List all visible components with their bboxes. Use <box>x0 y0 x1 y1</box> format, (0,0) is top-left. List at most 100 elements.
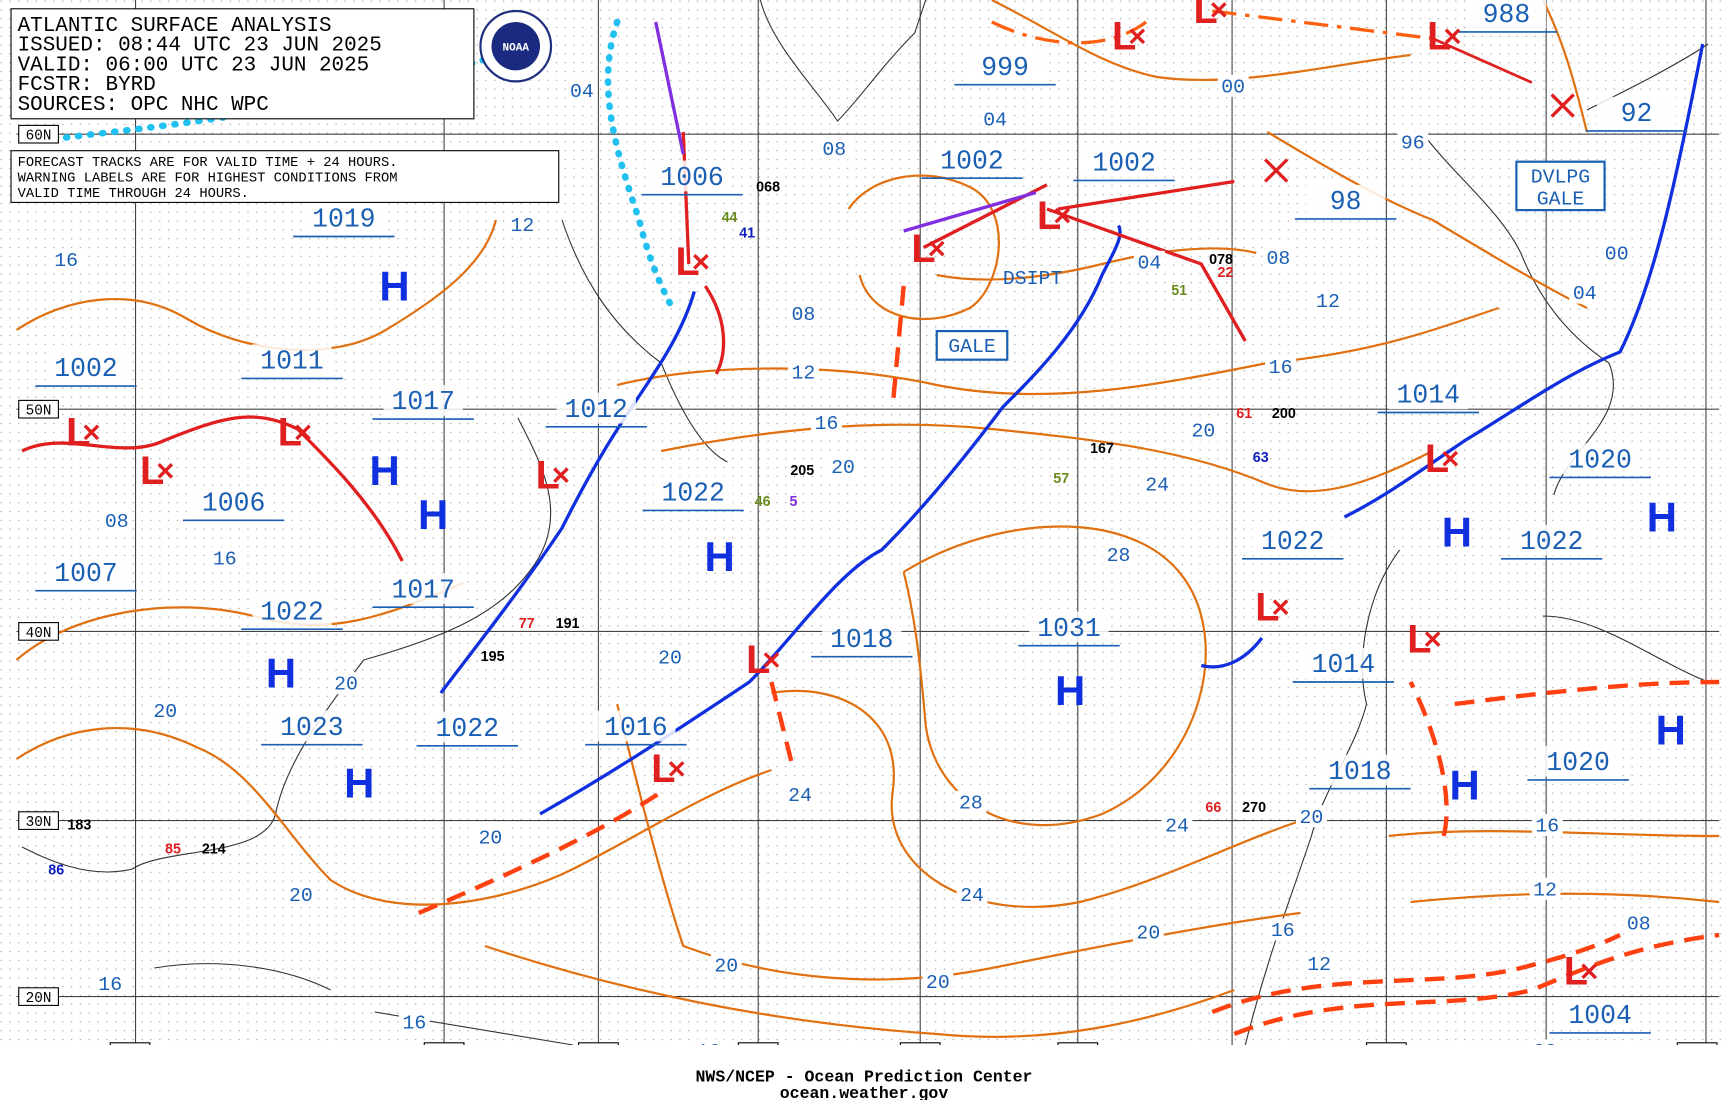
warning-label: DSIPT <box>1003 268 1063 290</box>
isobar-label: 08 <box>105 511 129 533</box>
pressure-label: 98 <box>1330 187 1362 217</box>
isobar-label: 12 <box>791 362 815 384</box>
isobar-label-bg <box>1262 246 1294 269</box>
latitude-label: 30N <box>26 815 52 831</box>
lat-label-bg <box>18 124 59 144</box>
isobar-label: 04 <box>1573 283 1597 305</box>
high-center: H <box>344 760 374 807</box>
pressure-label-bg <box>596 710 676 742</box>
low-marker <box>1211 2 1227 18</box>
pressure-label: 1006 <box>202 488 265 518</box>
footer-band <box>0 1045 1728 1100</box>
isobar-label: 04 <box>983 109 1007 131</box>
isobar-label-bg <box>922 970 954 993</box>
isobar-label-bg <box>506 213 538 236</box>
warning-label: GALE <box>948 336 996 358</box>
notice-box <box>10 150 560 203</box>
high-center: H <box>705 533 735 580</box>
isobar-label: 24 <box>1165 816 1189 838</box>
low-marker <box>1444 28 1461 45</box>
pressure-label-bg <box>1596 96 1677 128</box>
isobar-label-bg <box>1569 281 1601 304</box>
pressure-label-bg <box>383 385 463 416</box>
notice-line: FORECAST TRACKS ARE FOR VALID TIME + 24 … <box>18 156 398 171</box>
pressure-label-bg <box>653 476 733 508</box>
pressure-label: 1022 <box>661 479 724 509</box>
low-center: L <box>66 411 90 455</box>
forecast-x <box>1263 158 1289 183</box>
pressure-label-bg <box>1466 0 1547 29</box>
pressure-label: 1022 <box>1520 527 1583 557</box>
isobar-label: 20 <box>479 828 503 850</box>
header-line: ISSUED: 08:44 UTC 23 JUN 2025 <box>18 35 382 58</box>
pressure-label-bg <box>427 711 507 743</box>
isobar-label: 16 <box>54 250 78 272</box>
pressure-label-bg <box>1560 443 1640 475</box>
isobar-label: 08 <box>791 304 815 326</box>
isobar-label: 00 <box>1605 244 1629 266</box>
station-value: 46 <box>755 494 771 510</box>
isobar-label-bg <box>1529 877 1561 900</box>
station-value: 86 <box>48 863 64 879</box>
isobar-label: 16 <box>213 548 237 570</box>
high-center: H <box>1449 762 1479 809</box>
pressure-label: 92 <box>1621 99 1653 129</box>
pressure-label-bg <box>46 556 126 588</box>
station-value: 44 <box>722 210 738 226</box>
isobar-label: 20 <box>658 647 682 669</box>
isobar-label: 16 <box>402 1013 426 1035</box>
isobar-label: 24 <box>788 785 812 807</box>
station-value: 214 <box>202 842 226 858</box>
pressure-label: 1020 <box>1546 748 1609 778</box>
low-marker <box>1129 28 1146 45</box>
isobar-label: 12 <box>1533 879 1557 901</box>
pressure-label-bg <box>1512 524 1592 556</box>
pressure-label: 1011 <box>260 347 323 377</box>
latitude-label: 50N <box>26 404 52 420</box>
pressure-label-bg <box>1320 754 1400 786</box>
isobar-label: 20 <box>714 955 738 977</box>
low-marker <box>763 652 780 668</box>
low-marker <box>668 761 685 777</box>
isobar-label-bg <box>1303 952 1335 975</box>
logo-text: NOAA <box>503 43 530 55</box>
station-value: 22 <box>1218 265 1234 281</box>
isobar-label-bg <box>209 546 241 569</box>
station-value: 77 <box>519 616 535 632</box>
pressure-label-bg <box>383 573 463 604</box>
pressure-label-bg <box>272 710 352 742</box>
pressure-label-bg <box>193 486 274 517</box>
pressure-label-bg <box>252 595 332 626</box>
notice-line: WARNING LABELS ARE FOR HIGHEST CONDITION… <box>18 172 398 187</box>
pressure-label-bg <box>1305 184 1386 216</box>
low-center: L <box>140 449 164 493</box>
low-center: L <box>536 453 560 497</box>
station-value: 200 <box>1272 406 1296 422</box>
isobar-label-bg <box>827 455 859 478</box>
low-marker <box>693 254 709 270</box>
isobar-label: 28 <box>959 793 983 815</box>
isobar-label-bg <box>1217 74 1249 97</box>
pressure-label-bg <box>556 392 636 424</box>
pressure-label: 1019 <box>312 205 375 235</box>
pressure-label: 1004 <box>1568 1001 1631 1031</box>
isobar-label-bg <box>787 302 819 325</box>
isobar-label-bg <box>1601 242 1633 264</box>
isobar-label: 20 <box>831 457 855 479</box>
isobar-label-bg <box>50 248 82 271</box>
isobar-label-bg <box>1623 911 1655 934</box>
lat-label-bg <box>18 811 59 830</box>
isobar-label-bg <box>787 360 819 383</box>
isobar-label-bg <box>1397 130 1429 153</box>
pressure-label: 1022 <box>436 714 499 744</box>
logo <box>491 22 540 71</box>
isobar-label-bg <box>101 509 133 532</box>
pressure-label: 1018 <box>830 625 893 655</box>
isobar-label: 04 <box>570 81 594 103</box>
header-line: VALID: 06:00 UTC 23 JUN 2025 <box>18 54 370 77</box>
warning-box <box>1515 160 1606 212</box>
footer-url: ocean.weather.gov <box>780 1084 949 1100</box>
isobar-label-bg <box>1188 419 1219 442</box>
isobar-label: 96 <box>1401 133 1425 155</box>
high-center: H <box>1442 509 1472 556</box>
